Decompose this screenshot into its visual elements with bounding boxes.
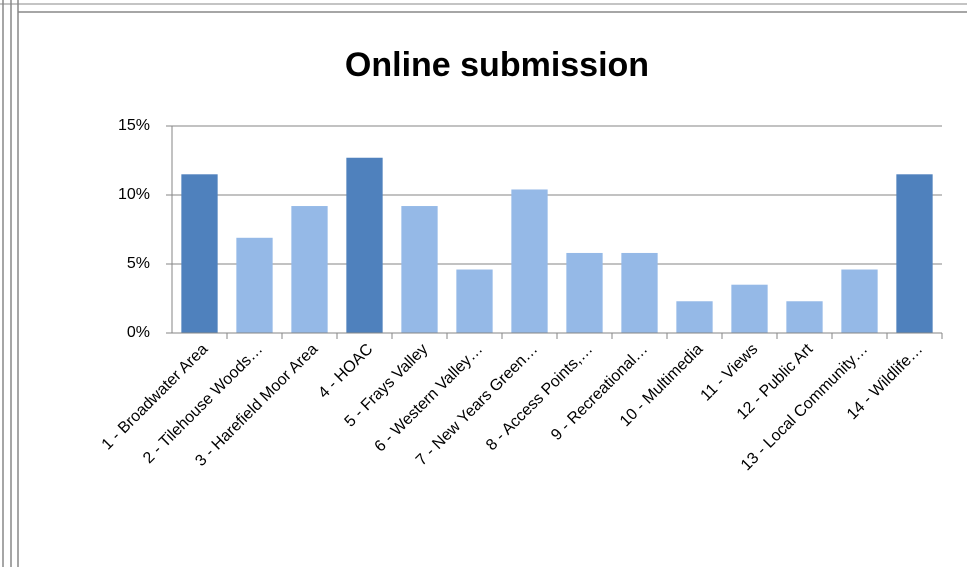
bar [401, 206, 438, 333]
chart-title: Online submission [345, 46, 649, 84]
bar [511, 189, 548, 333]
bar [676, 301, 713, 333]
bar [566, 252, 603, 333]
bar [236, 237, 273, 333]
bar [291, 206, 328, 333]
bar [181, 174, 218, 333]
bar [346, 157, 383, 333]
bar [456, 269, 493, 333]
bar [896, 174, 933, 333]
bar [731, 284, 768, 333]
bar [621, 252, 658, 333]
bar [841, 269, 878, 333]
bar [786, 301, 823, 333]
y-tick-label: 5% [127, 255, 150, 272]
y-tick-label: 0% [127, 324, 150, 341]
y-tick-label: 10% [118, 186, 150, 203]
y-tick-label: 15% [118, 117, 150, 134]
